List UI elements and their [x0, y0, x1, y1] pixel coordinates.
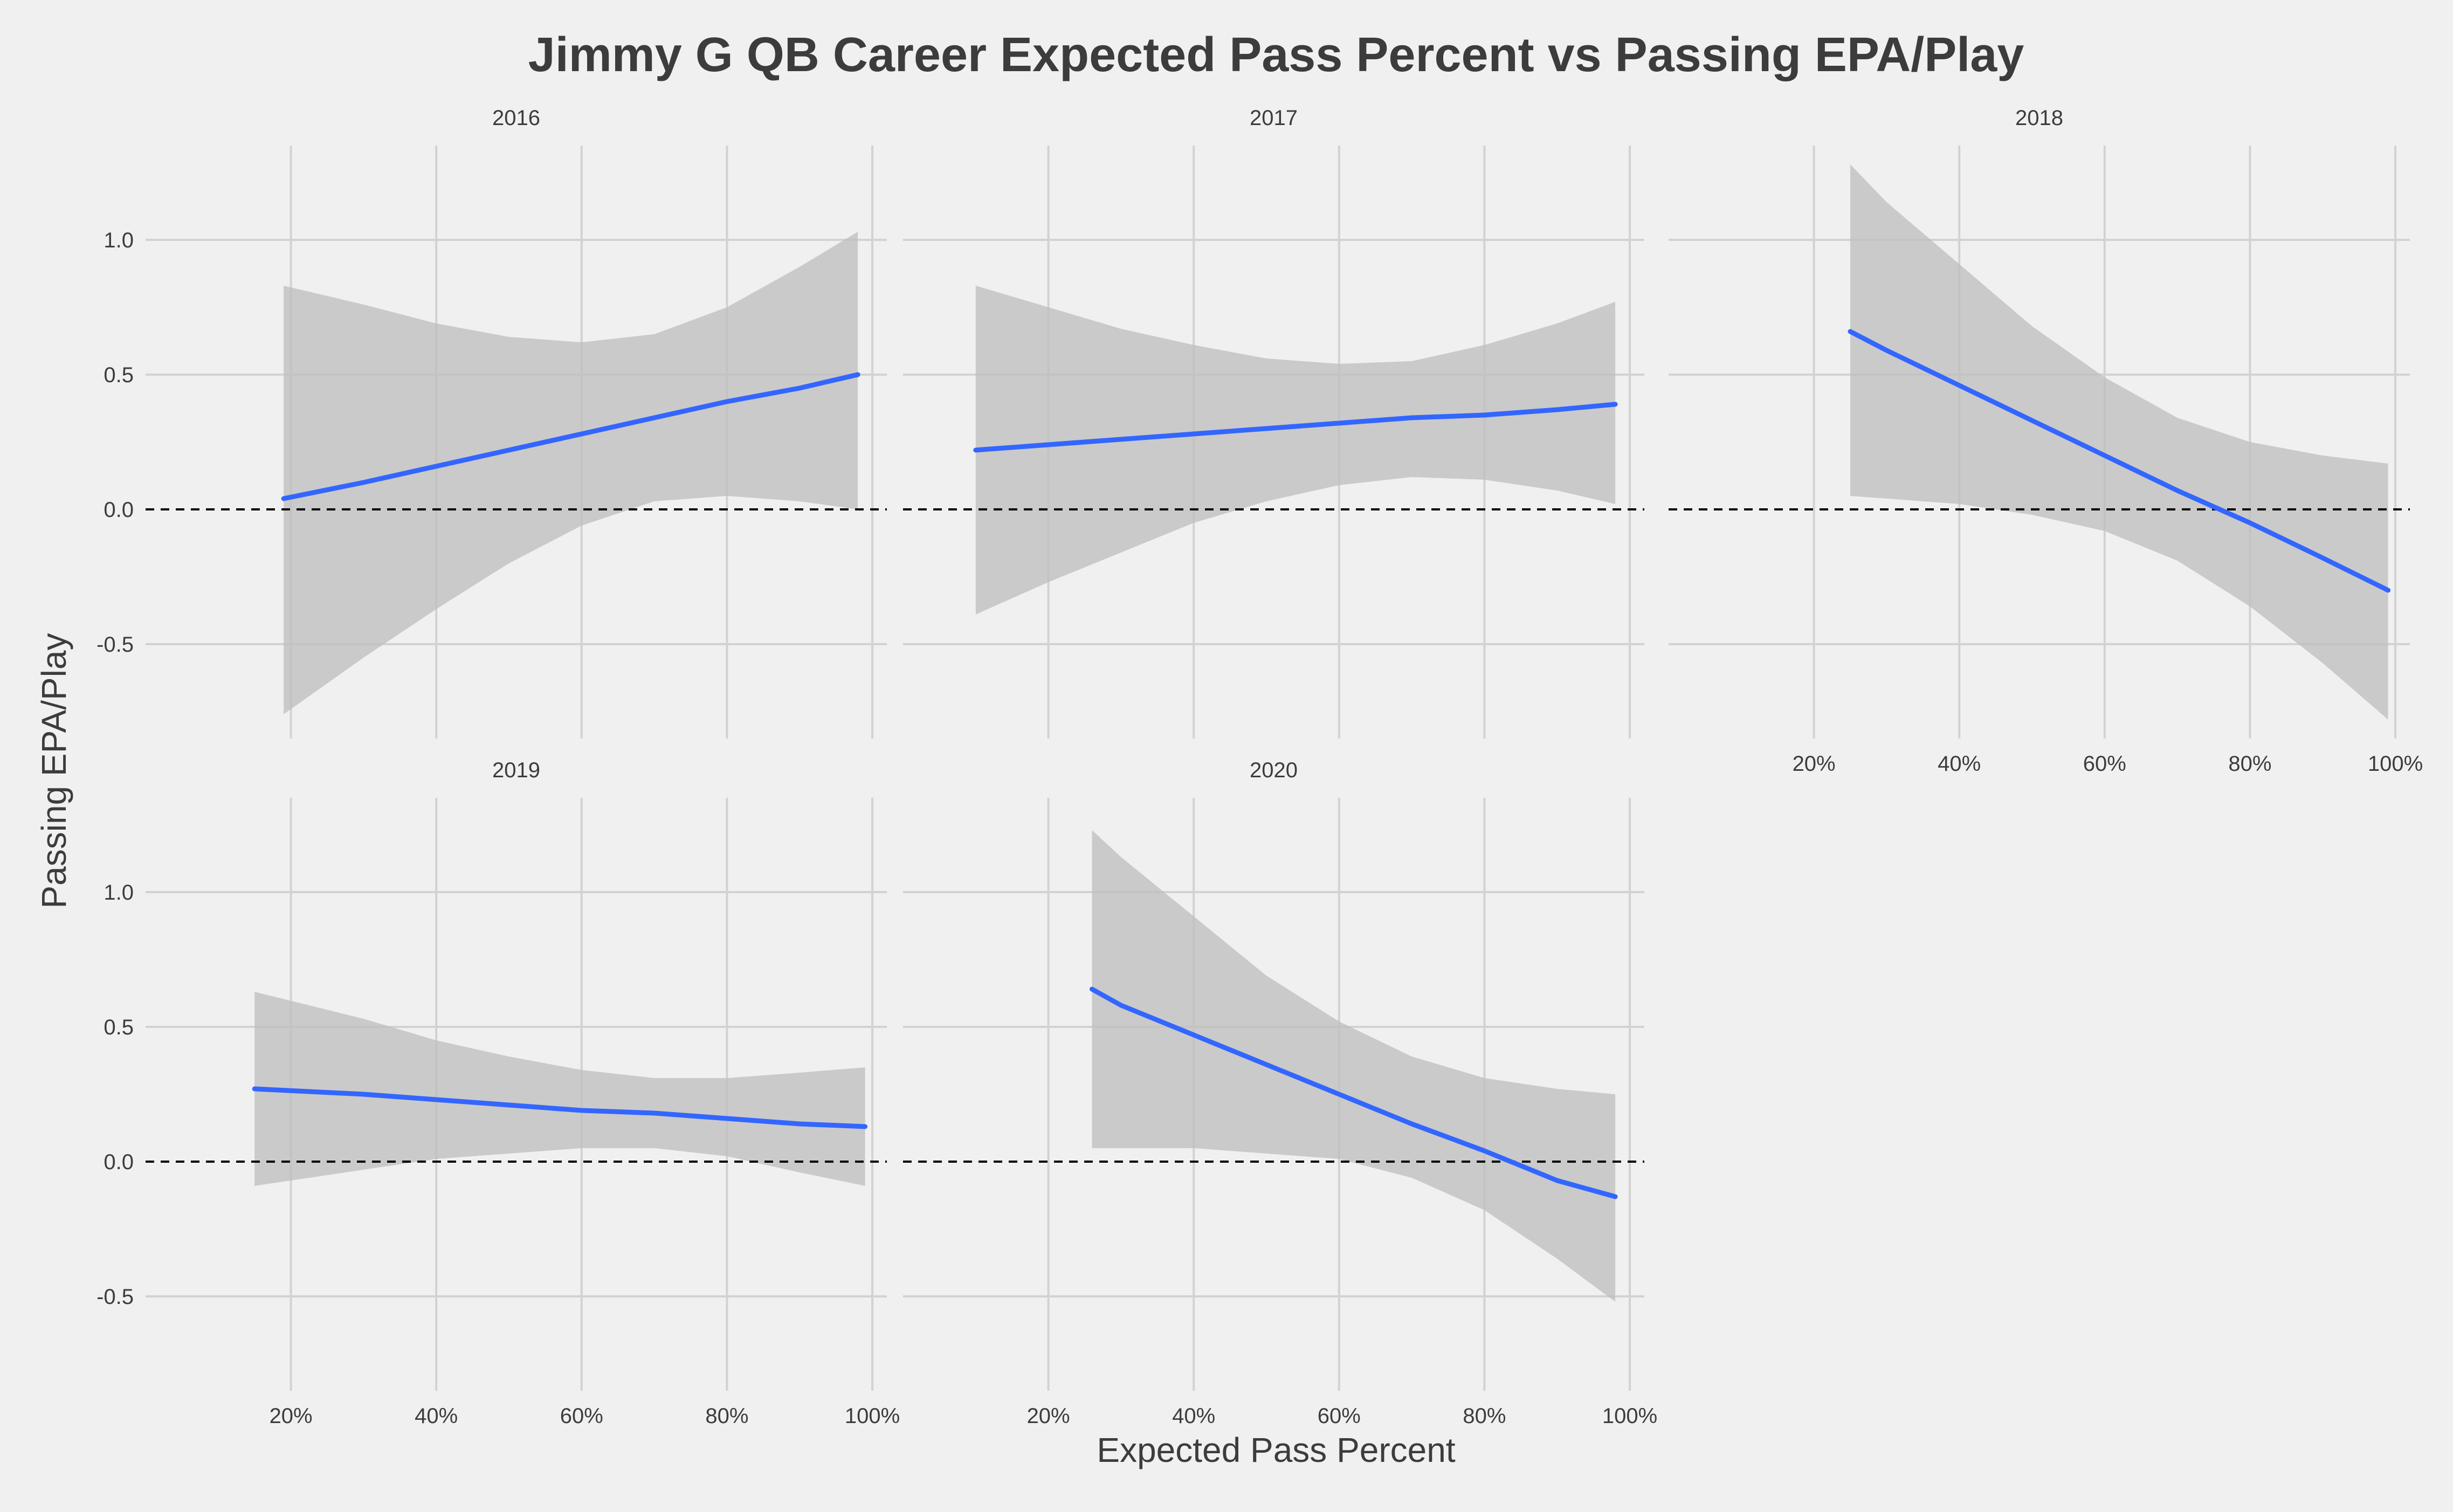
x-tick-label: 40% — [1172, 1404, 1215, 1428]
x-tick-label: 80% — [2228, 752, 2271, 776]
x-tick-label: 60% — [560, 1404, 603, 1428]
x-axis-label: Expected Pass Percent — [1097, 1431, 1455, 1469]
facet-panels: 2016 -0.5 0.0 0.5 1.0 2017 2018 20% 40% 60% 80% 100… — [97, 106, 2423, 1428]
fit-line — [973, 402, 1618, 453]
x-tick-label: 20% — [1793, 752, 1836, 776]
confidence-band — [975, 286, 1616, 615]
panel-strip-label: 2016 — [492, 106, 540, 130]
y-tick-label: 1.0 — [104, 229, 134, 252]
panel-2016: 2016 -0.5 0.0 0.5 1.0 — [97, 106, 887, 738]
y-tick-label: 0.5 — [104, 1016, 134, 1039]
x-tick-label: 20% — [1027, 1404, 1070, 1428]
x-tick-label: 100% — [845, 1404, 900, 1428]
confidence-band — [284, 232, 858, 714]
chart-title: Jimmy G QB Career Expected Pass Percent … — [528, 28, 2024, 82]
y-tick-label: 0.5 — [104, 363, 134, 387]
y-tick-label: -0.5 — [97, 1285, 134, 1309]
panel-2020: 2020 20% 40% 60% 80% 100% — [903, 758, 1657, 1428]
fit-line — [281, 372, 860, 501]
panel-strip-label: 2019 — [492, 758, 540, 782]
x-tick-label: 60% — [2083, 752, 2126, 776]
panel-strip-label: 2017 — [1250, 106, 1298, 130]
panel-2019: 2019 -0.5 0.0 0.5 1.0 20% 40% 60% 80% 100% — [97, 758, 900, 1428]
x-tick-label: 80% — [1463, 1404, 1506, 1428]
y-tick-label: 1.0 — [104, 881, 134, 905]
y-axis-label: Passing EPA/Play — [35, 633, 73, 908]
x-tick-label: 100% — [1602, 1404, 1657, 1428]
panel-strip-label: 2018 — [2015, 106, 2063, 130]
x-tick-label: 60% — [1318, 1404, 1361, 1428]
panel-2018: 2018 20% 40% 60% 80% 100% — [1669, 106, 2423, 776]
x-tick-label: 80% — [705, 1404, 748, 1428]
x-tick-label: 40% — [415, 1404, 458, 1428]
x-tick-label: 20% — [270, 1404, 313, 1428]
confidence-band — [1092, 830, 1616, 1302]
confidence-band — [1850, 164, 2388, 720]
x-tick-label: 40% — [1938, 752, 1981, 776]
panel-2017: 2017 — [903, 106, 1644, 738]
y-tick-label: 0.0 — [104, 498, 134, 522]
x-tick-label: 100% — [2368, 752, 2423, 776]
panel-strip-label: 2020 — [1250, 758, 1298, 782]
confidence-band — [254, 992, 865, 1186]
fit-line — [252, 1086, 868, 1129]
y-tick-label: 0.0 — [104, 1150, 134, 1174]
fit-line — [1848, 329, 2391, 593]
y-tick-label: -0.5 — [97, 633, 134, 657]
fit-line — [1090, 986, 1618, 1199]
